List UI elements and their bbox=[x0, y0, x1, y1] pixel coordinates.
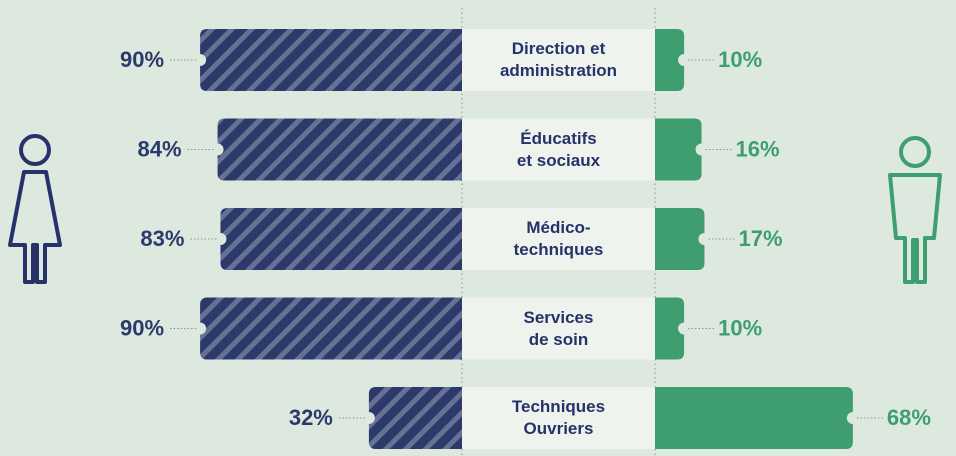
category-box bbox=[462, 118, 655, 181]
bar bbox=[200, 297, 462, 360]
bar bbox=[655, 387, 853, 449]
category-box bbox=[462, 297, 655, 360]
value-label: 17% bbox=[738, 226, 782, 251]
value-label: 84% bbox=[138, 136, 182, 161]
category-label: Direction et administration bbox=[499, 39, 618, 80]
bar bbox=[368, 387, 462, 449]
value-label: 68% bbox=[887, 405, 931, 430]
value-label: 10% bbox=[718, 47, 762, 72]
bar-notch bbox=[214, 233, 227, 245]
category-label: Éducatifs et sociaux bbox=[516, 128, 601, 170]
bar-notch bbox=[846, 412, 859, 424]
bar-notch bbox=[695, 143, 708, 156]
value-label: 16% bbox=[736, 136, 780, 161]
woman-icon bbox=[8, 134, 62, 284]
bar-notch bbox=[194, 54, 207, 66]
bar bbox=[217, 118, 462, 181]
bar bbox=[655, 29, 685, 91]
value-label: 32% bbox=[289, 405, 333, 430]
category-box bbox=[462, 208, 655, 270]
man-icon bbox=[888, 136, 942, 284]
category-label: Techniques Ouvriers bbox=[511, 397, 606, 438]
bar bbox=[200, 29, 462, 91]
bar bbox=[655, 208, 705, 270]
category-label: Services de soin bbox=[523, 307, 594, 349]
bar-notch bbox=[678, 322, 691, 335]
value-label: 90% bbox=[120, 315, 164, 340]
bar-notch bbox=[194, 322, 207, 335]
value-label: 90% bbox=[120, 47, 164, 72]
value-label: 83% bbox=[140, 226, 184, 251]
bar bbox=[220, 208, 462, 270]
bar-notch bbox=[362, 412, 375, 424]
bar bbox=[655, 118, 702, 181]
category-box bbox=[462, 29, 655, 91]
bar-notch bbox=[211, 143, 224, 156]
category-label: Médico- techniques bbox=[513, 218, 604, 259]
category-box bbox=[462, 387, 655, 449]
bar-notch bbox=[698, 233, 711, 245]
bar-notch bbox=[678, 54, 691, 66]
value-label: 10% bbox=[718, 315, 762, 340]
bar bbox=[655, 297, 685, 360]
